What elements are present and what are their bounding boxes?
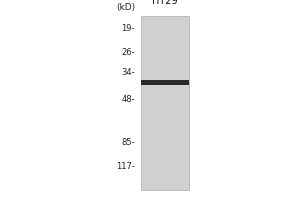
Text: 48-: 48- — [122, 95, 135, 104]
Text: 85-: 85- — [122, 138, 135, 147]
Bar — [141, 16, 189, 190]
Text: 34-: 34- — [122, 68, 135, 77]
Text: (kD): (kD) — [116, 3, 135, 12]
Text: 117-: 117- — [116, 162, 135, 171]
Bar — [141, 80, 189, 85]
Text: HT29: HT29 — [152, 0, 178, 6]
Text: 26-: 26- — [122, 48, 135, 57]
Text: 19-: 19- — [122, 24, 135, 33]
